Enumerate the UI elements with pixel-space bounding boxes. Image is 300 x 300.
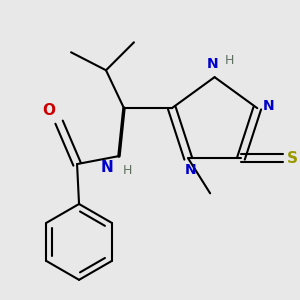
Text: S: S (287, 151, 298, 166)
Text: N: N (100, 160, 113, 175)
Text: O: O (42, 103, 55, 118)
Text: H: H (225, 54, 234, 67)
Text: H: H (123, 164, 132, 177)
Text: N: N (207, 57, 218, 71)
Text: N: N (262, 99, 274, 113)
Text: N: N (184, 164, 196, 177)
